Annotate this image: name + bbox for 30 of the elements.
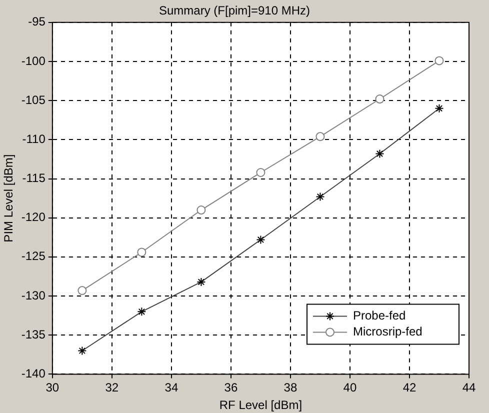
x-tick-label: 44 <box>462 380 476 395</box>
x-tick-label: 32 <box>105 380 119 395</box>
y-tick-label: -125 <box>21 249 46 264</box>
point <box>78 286 87 296</box>
x-tick-label: 42 <box>402 380 416 395</box>
y-tick-label: -120 <box>21 210 46 224</box>
y-tick-label: -135 <box>21 327 46 342</box>
x-axis-title: RF Level [dBm] <box>219 398 302 412</box>
y-tick-label: -100 <box>21 54 46 68</box>
x-tick-label: 30 <box>46 380 60 395</box>
point <box>434 56 444 66</box>
chart-title: Summary (F[pim]=910 MHz) <box>158 4 310 18</box>
legend-label: Microsrip-fed <box>353 324 422 339</box>
y-axis-title: PIM Level [dBm] <box>2 154 16 242</box>
y-tick-label: -115 <box>22 171 46 186</box>
point <box>137 248 146 257</box>
y-tick-label: -105 <box>21 92 46 107</box>
point <box>196 206 206 215</box>
y-tick-label: -95 <box>28 14 46 29</box>
x-tick-label: 34 <box>164 380 178 395</box>
x-tick-label: 40 <box>343 380 357 395</box>
legend-label: Probe-fed <box>353 308 406 323</box>
y-tick-label: -130 <box>21 288 46 302</box>
point <box>256 168 266 177</box>
point <box>316 132 325 142</box>
y-tick-label: -110 <box>22 132 46 146</box>
x-tick-label: 38 <box>284 380 298 395</box>
x-tick-label: 36 <box>224 380 238 395</box>
y-tick-label: -140 <box>21 366 46 381</box>
point <box>375 94 384 104</box>
